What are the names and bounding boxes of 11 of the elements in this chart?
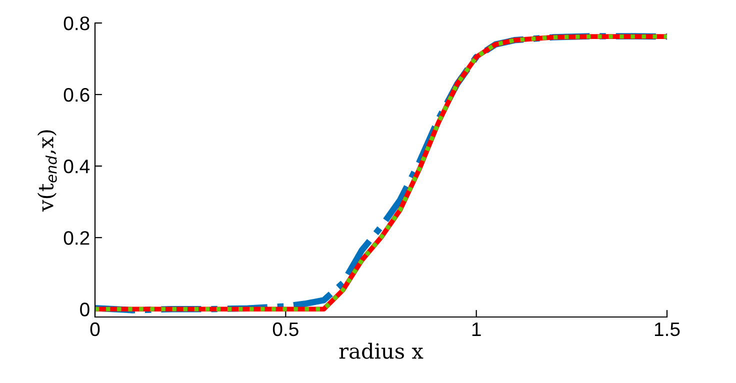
x-tick-label: 0.5 (272, 322, 298, 336)
y-tick-label: 0.6 (64, 88, 90, 102)
y-tick-label: 0 (80, 302, 90, 316)
y-tick-label: 0.8 (64, 16, 90, 30)
x-tick-label: 1 (472, 322, 481, 336)
y-tick-label: 0.4 (64, 160, 90, 174)
y-tick-label: 0.2 (64, 231, 90, 245)
x-tick-label: 1.5 (654, 322, 680, 336)
x-tick-label: 0 (90, 322, 100, 336)
y-axis-title: v(t$_{end}$,x) (37, 130, 57, 212)
x-axis-title: radius x (339, 342, 424, 359)
